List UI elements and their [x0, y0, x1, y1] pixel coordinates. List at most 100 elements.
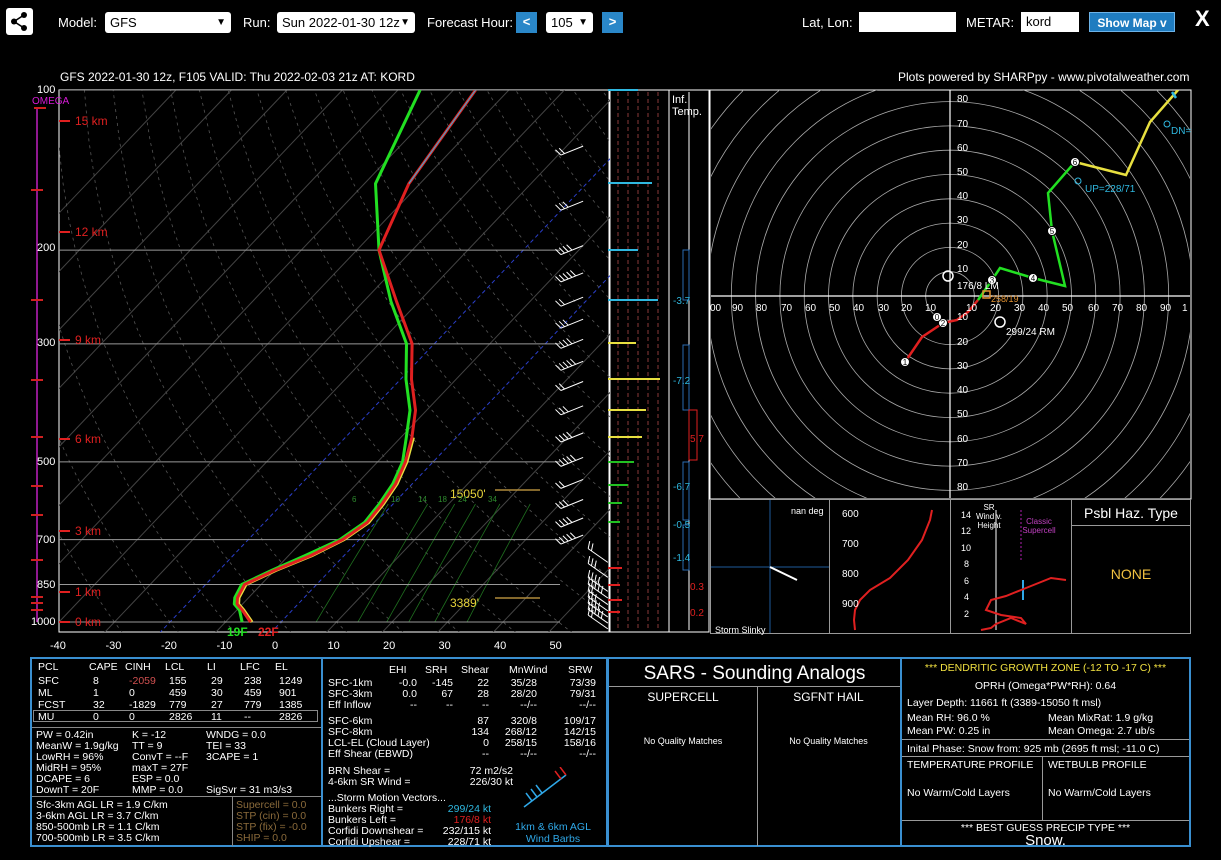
barb-flag [590, 604, 594, 612]
kin-header: SRW [568, 664, 593, 676]
sr-y-tick: 6 [964, 576, 970, 586]
mixing-ratio-line [466, 503, 531, 623]
barb-flag [587, 595, 591, 604]
metar-input[interactable]: kord [1021, 12, 1079, 32]
barb-flag [566, 360, 573, 367]
hodo-y-tick: 10 [957, 312, 969, 323]
parcel-index: SigSvr = 31 m3/s3 [206, 784, 293, 796]
forecast-hour-label: Forecast Hour: [427, 15, 513, 30]
barb-flag [600, 585, 604, 594]
theta-p-label: 900 [842, 599, 859, 610]
parcel-index: ESP = 0.0 [132, 773, 180, 785]
forecast-hour-select[interactable]: 105 ▼ [546, 12, 593, 33]
height-marker [938, 318, 948, 328]
wind-barb [555, 478, 584, 489]
hodo-x-tick: 90 [1160, 303, 1172, 314]
parcel-header: CAPE [89, 661, 118, 673]
metar-label: METAR: [966, 15, 1015, 30]
barb-shaft [560, 296, 584, 307]
barb-shaft [560, 145, 584, 156]
next-hour-button[interactable]: > [602, 12, 623, 33]
hodo-x-tick: 00 [710, 303, 722, 314]
kin-label: SFC-3km [328, 688, 373, 700]
storm-slinky-plot [711, 500, 829, 633]
barb-shaft [560, 405, 584, 416]
mixratio-label: 10 [391, 495, 400, 504]
motion-label: Corfidi Upshear = [328, 836, 410, 848]
share-button[interactable] [6, 8, 33, 35]
inflow-panel [608, 89, 698, 630]
barb-flag [562, 273, 569, 280]
hodo-x-tick: 20 [990, 303, 1002, 314]
parcel-header: LFC [240, 661, 260, 673]
barb-flag [562, 201, 569, 208]
barb-flag [590, 591, 594, 600]
latlon-label: Lat, Lon: [802, 15, 853, 30]
height-marker [1028, 273, 1038, 283]
inflow-value: -3.7 [673, 296, 691, 307]
parcel-cell: 0 [93, 711, 99, 723]
isotherm-line [159, 158, 610, 632]
hodo-x-tick: 90 [732, 303, 744, 314]
model-select[interactable]: GFS ▼ [105, 12, 231, 33]
parcel-index: maxT = 27F [132, 762, 189, 774]
parcel-index: WNDG = 0.0 [206, 729, 266, 741]
barb-flag [569, 454, 577, 461]
temp-tick-label: 0 [272, 640, 279, 652]
barb-flag [562, 245, 569, 252]
parcel-cell: 238 [244, 675, 262, 687]
barb-flag [555, 364, 562, 371]
height-label-1km: 1 km [75, 585, 102, 599]
prev-hour-button[interactable]: < [516, 12, 537, 33]
dry-adiabat [59, 143, 291, 632]
kin-header: Shear [461, 664, 490, 676]
wind-barb [555, 405, 584, 416]
height-label-3km: 3 km [75, 524, 102, 538]
parcel-cell: SFC [38, 675, 59, 687]
temp-segment-warm [688, 409, 698, 461]
close-button[interactable]: X [1195, 6, 1210, 31]
parcel-header: PCL [38, 661, 59, 673]
theta-p-label: 600 [842, 509, 859, 520]
kin-cell: 109/17 [563, 715, 596, 727]
dewpoint-profile [232, 90, 422, 623]
barb-flag [587, 555, 591, 564]
run-select[interactable]: Sun 2022-01-30 12z ▼ [277, 12, 415, 33]
dgz-title: *** DENDRITIC GROWTH ZONE (-12 TO -17 C)… [924, 662, 1167, 674]
barb-flag [569, 358, 577, 365]
barb-flag [590, 585, 594, 594]
latlon-input[interactable] [859, 12, 956, 32]
hodo-x-tick: 1 [1182, 303, 1188, 314]
run-label: Run: [243, 15, 271, 30]
isotherm-line [215, 216, 610, 632]
wetbulb-profile [237, 437, 415, 623]
skewt-profiles [232, 90, 477, 623]
barb-flag [590, 609, 594, 618]
kin-cell: 67 [441, 688, 453, 700]
barb-shaft [560, 499, 584, 509]
chevron-down-icon: ▼ [578, 17, 588, 28]
parcel-panel: PCL CAPE CINH LCL LI LFC EL SFC 8 -2059 155 29 238 12… [30, 657, 323, 847]
height-label-12km: 12 km [75, 225, 108, 239]
kin-cell: --/-- [579, 699, 596, 711]
upshear-marker [1074, 177, 1082, 185]
dry-adiabat [141, 90, 460, 632]
temp-segment [682, 461, 690, 521]
show-map-button[interactable]: Show Map v [1089, 12, 1175, 32]
barb-flag [590, 572, 594, 581]
hodo-y-tick: 40 [957, 385, 969, 396]
precip-type: Snow. [1025, 832, 1066, 849]
hodo-x-tick: 70 [781, 303, 793, 314]
hodograph: 1 20 3 4 5 6 [711, 90, 1190, 498]
inflow-value: -6.7 [673, 482, 691, 493]
wind-barb [555, 318, 584, 329]
model-label: Model: [58, 15, 98, 30]
inflow-value: 0.3 [690, 582, 704, 593]
temp-title: Temp. [672, 106, 702, 118]
barb-flag [555, 276, 562, 283]
height-label-9km: 9 km [75, 333, 102, 347]
lapse-rate: Sfc-3km AGL LR = 1.9 C/km [36, 799, 168, 811]
pressure-label-100: 100 [37, 84, 56, 96]
theta-panel: 600 700 800 900 [829, 499, 951, 634]
hazard-panel: Psbl Haz. Type NONE [1071, 499, 1191, 634]
